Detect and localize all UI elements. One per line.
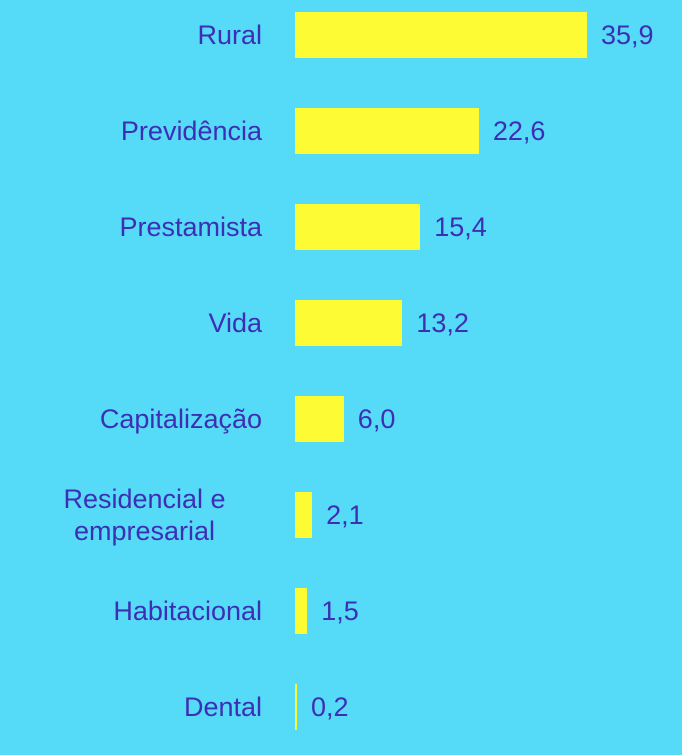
category-label: Prestamista	[119, 212, 262, 242]
value-label: 6,0	[357, 403, 396, 434]
value-label: 15,4	[434, 211, 487, 242]
chart: Rural 35,9 Previdência 22,6 Prestamista 15,4 V…	[0, 0, 682, 730]
bar-row: Rural 35,9	[0, 0, 682, 83]
category-label-box: Dental	[0, 659, 262, 755]
bar-row: Prestamista 15,4	[0, 179, 682, 275]
bar	[295, 12, 587, 58]
bar	[295, 588, 308, 634]
category-label-box: Capitalização	[0, 371, 262, 467]
bar-row: Dental 0,2	[0, 659, 682, 755]
category-label: Rural	[197, 20, 262, 50]
category-label: Habitacional	[113, 596, 262, 626]
bar-row: Capitalização 6,0	[0, 371, 682, 467]
category-label: Vida	[208, 308, 262, 338]
category-label: Residencial e empresarial	[63, 484, 226, 546]
bar-row: Residencial e empresarial 2,1	[0, 467, 682, 563]
category-label-box: Residencial e empresarial	[0, 467, 262, 563]
value-label: 22,6	[492, 115, 546, 146]
value-label: 35,9	[601, 19, 654, 50]
bar-row: Habitacional 1,5	[0, 563, 682, 659]
category-label-box: Prestamista	[0, 179, 262, 275]
category-label-box: Rural	[0, 0, 262, 83]
bar-row: Previdência 22,6	[0, 83, 682, 179]
bar	[295, 204, 421, 250]
bar-row: Vida 13,2	[0, 275, 682, 371]
bar	[295, 684, 297, 730]
bar	[295, 300, 403, 346]
bar	[295, 492, 313, 538]
value-label: 0,2	[311, 691, 349, 722]
category-label: Dental	[183, 692, 262, 722]
value-label: 1,5	[321, 595, 359, 626]
category-label-box: Habitacional	[0, 563, 262, 659]
value-label: 13,2	[416, 307, 469, 338]
bar	[295, 108, 479, 154]
bar	[295, 396, 344, 442]
category-label-box: Vida	[0, 275, 262, 371]
category-label: Capitalização	[99, 404, 262, 434]
value-label: 2,1	[326, 499, 364, 530]
category-label-box: Previdência	[0, 83, 262, 179]
category-label: Previdência	[120, 116, 262, 146]
